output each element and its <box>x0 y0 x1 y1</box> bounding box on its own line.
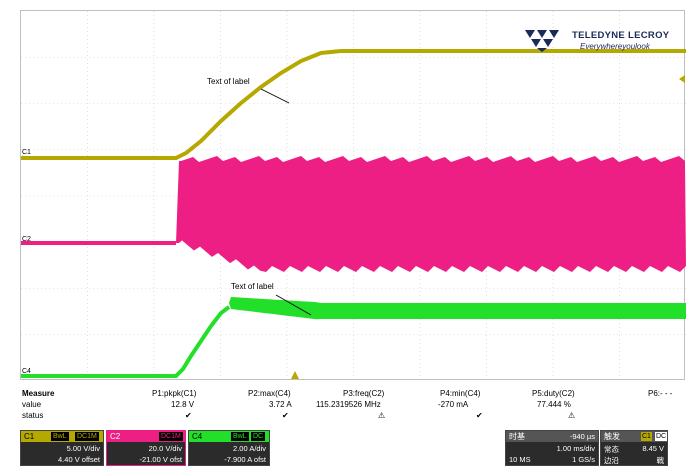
c4-header: C4 BwL DC <box>189 431 269 442</box>
waveform-svg <box>21 11 686 381</box>
c1-header: C1 BwL DC1M <box>21 431 103 442</box>
status-warning-icon: ⚠ <box>568 411 576 420</box>
timebase-label: 时基 <box>509 432 525 441</box>
c2-band-fill <box>176 156 686 272</box>
param-name[interactable]: P3:freq(C2) <box>343 389 385 398</box>
trigger-label: 触发 <box>604 432 620 441</box>
label-pointer-c4 <box>275 294 312 316</box>
measure-status-row: status ✔ ✔ ⚠ ✔ ⚠ <box>20 411 687 422</box>
status-warning-icon: ⚠ <box>378 411 386 420</box>
waveform-display[interactable] <box>20 10 686 381</box>
c4-band-fill <box>229 297 686 320</box>
param-name[interactable]: P6:- - - <box>648 389 673 398</box>
measure-header-row: Measure P1:pkpk(C1) P2:max(C4) P3:freq(C… <box>20 389 687 400</box>
timebase-descriptor[interactable]: 时基 -940 µs 1.00 ms/div 10 MS 1 GS/s <box>505 430 599 466</box>
timebase-samples: 10 MS <box>509 455 531 464</box>
trigger-descriptor[interactable]: 触发 C1 DC 常态 8.45 V 边沿 戰 <box>600 430 668 466</box>
status-ok-icon: ✔ <box>185 411 192 420</box>
trigger-level-marker <box>679 75 685 83</box>
channel-c2-descriptor[interactable]: C2 DC1M 20.0 V/div -21.00 V ofst <box>106 430 186 466</box>
brand-tagline: Everywhereyoulook <box>580 42 650 51</box>
teledyne-logo-icon <box>525 30 559 52</box>
trace-label-c4: Text of label <box>231 282 274 291</box>
c1-ground-marker: C1 <box>22 149 31 156</box>
c4-ground-marker: C4 <box>22 368 31 375</box>
trigger-edge: 边沿 <box>604 456 619 465</box>
timebase-scale: 1.00 ms/div <box>556 444 595 453</box>
trace-c1 <box>21 49 686 160</box>
param-name[interactable]: P1:pkpk(C1) <box>152 389 197 398</box>
trace-c4 <box>21 305 231 378</box>
c1-name: C1 <box>24 432 35 441</box>
param-name[interactable]: P4:min(C4) <box>440 389 481 398</box>
timebase-header: 时基 -940 µs <box>506 431 598 442</box>
c2-header: C2 DC1M <box>107 431 185 442</box>
c2-ground-marker: C2 <box>22 236 31 243</box>
timebase-delay: -940 µs <box>569 432 595 441</box>
param-name[interactable]: P5:duty(C2) <box>532 389 575 398</box>
c2-offset: -21.00 V ofst <box>139 455 182 464</box>
c4-tag: BwL <box>231 432 249 441</box>
trigger-header: 触发 C1 DC <box>601 431 668 442</box>
brand-name: TELEDYNE LECROY <box>572 30 670 41</box>
c4-scale: 2.00 A/div <box>233 444 266 453</box>
c2-scale: 20.0 V/div <box>148 444 182 453</box>
c1-tag: BwL <box>51 432 69 441</box>
c2-tag: DC1M <box>159 432 183 441</box>
c1-tag: DC1M <box>75 432 99 441</box>
status-ok-icon: ✔ <box>282 411 289 420</box>
trigger-coupling: DC <box>655 432 668 441</box>
trace-c4-band <box>229 297 686 320</box>
c4-offset: -7.900 A ofst <box>224 455 266 464</box>
param-value: 12.8 V <box>171 400 195 409</box>
timebase-rate: 1 GS/s <box>572 455 595 464</box>
trigger-source: C1 <box>641 432 652 441</box>
status-row-label: status <box>22 411 44 420</box>
param-name[interactable]: P2:max(C4) <box>248 389 291 398</box>
trace-label-c1: Text of label <box>207 77 250 86</box>
trigger-mode: 常态 <box>604 445 619 454</box>
c1-scale: 5.00 V/div <box>66 444 100 453</box>
c4-tag: DC <box>251 432 266 441</box>
value-row-label: value <box>22 400 42 409</box>
measure-value-row: value 12.8 V 3.72 A 115.2319526 MHz -270… <box>20 400 687 411</box>
param-value: 77.444 % <box>537 400 571 409</box>
channel-c1-descriptor[interactable]: C1 BwL DC1M 5.00 V/div 4.40 V offset <box>20 430 104 466</box>
channel-c4-descriptor[interactable]: C4 BwL DC 2.00 A/div -7.900 A ofst <box>188 430 270 466</box>
param-value: 3.72 A <box>269 400 292 409</box>
trace-c2-switching-band <box>176 156 686 272</box>
param-value: -270 mA <box>438 400 469 409</box>
param-value: 115.2319526 MHz <box>316 400 381 409</box>
c2-name: C2 <box>110 432 121 441</box>
trigger-time-marker <box>291 371 299 379</box>
measure-title[interactable]: Measure <box>22 389 55 398</box>
c1-offset: 4.40 V offset <box>58 455 100 464</box>
trigger-level: 8.45 V <box>642 444 664 453</box>
c4-name: C4 <box>192 432 203 441</box>
trigger-slope: 戰 <box>656 456 665 465</box>
status-ok-icon: ✔ <box>476 411 483 420</box>
label-pointer-c1 <box>260 88 290 104</box>
